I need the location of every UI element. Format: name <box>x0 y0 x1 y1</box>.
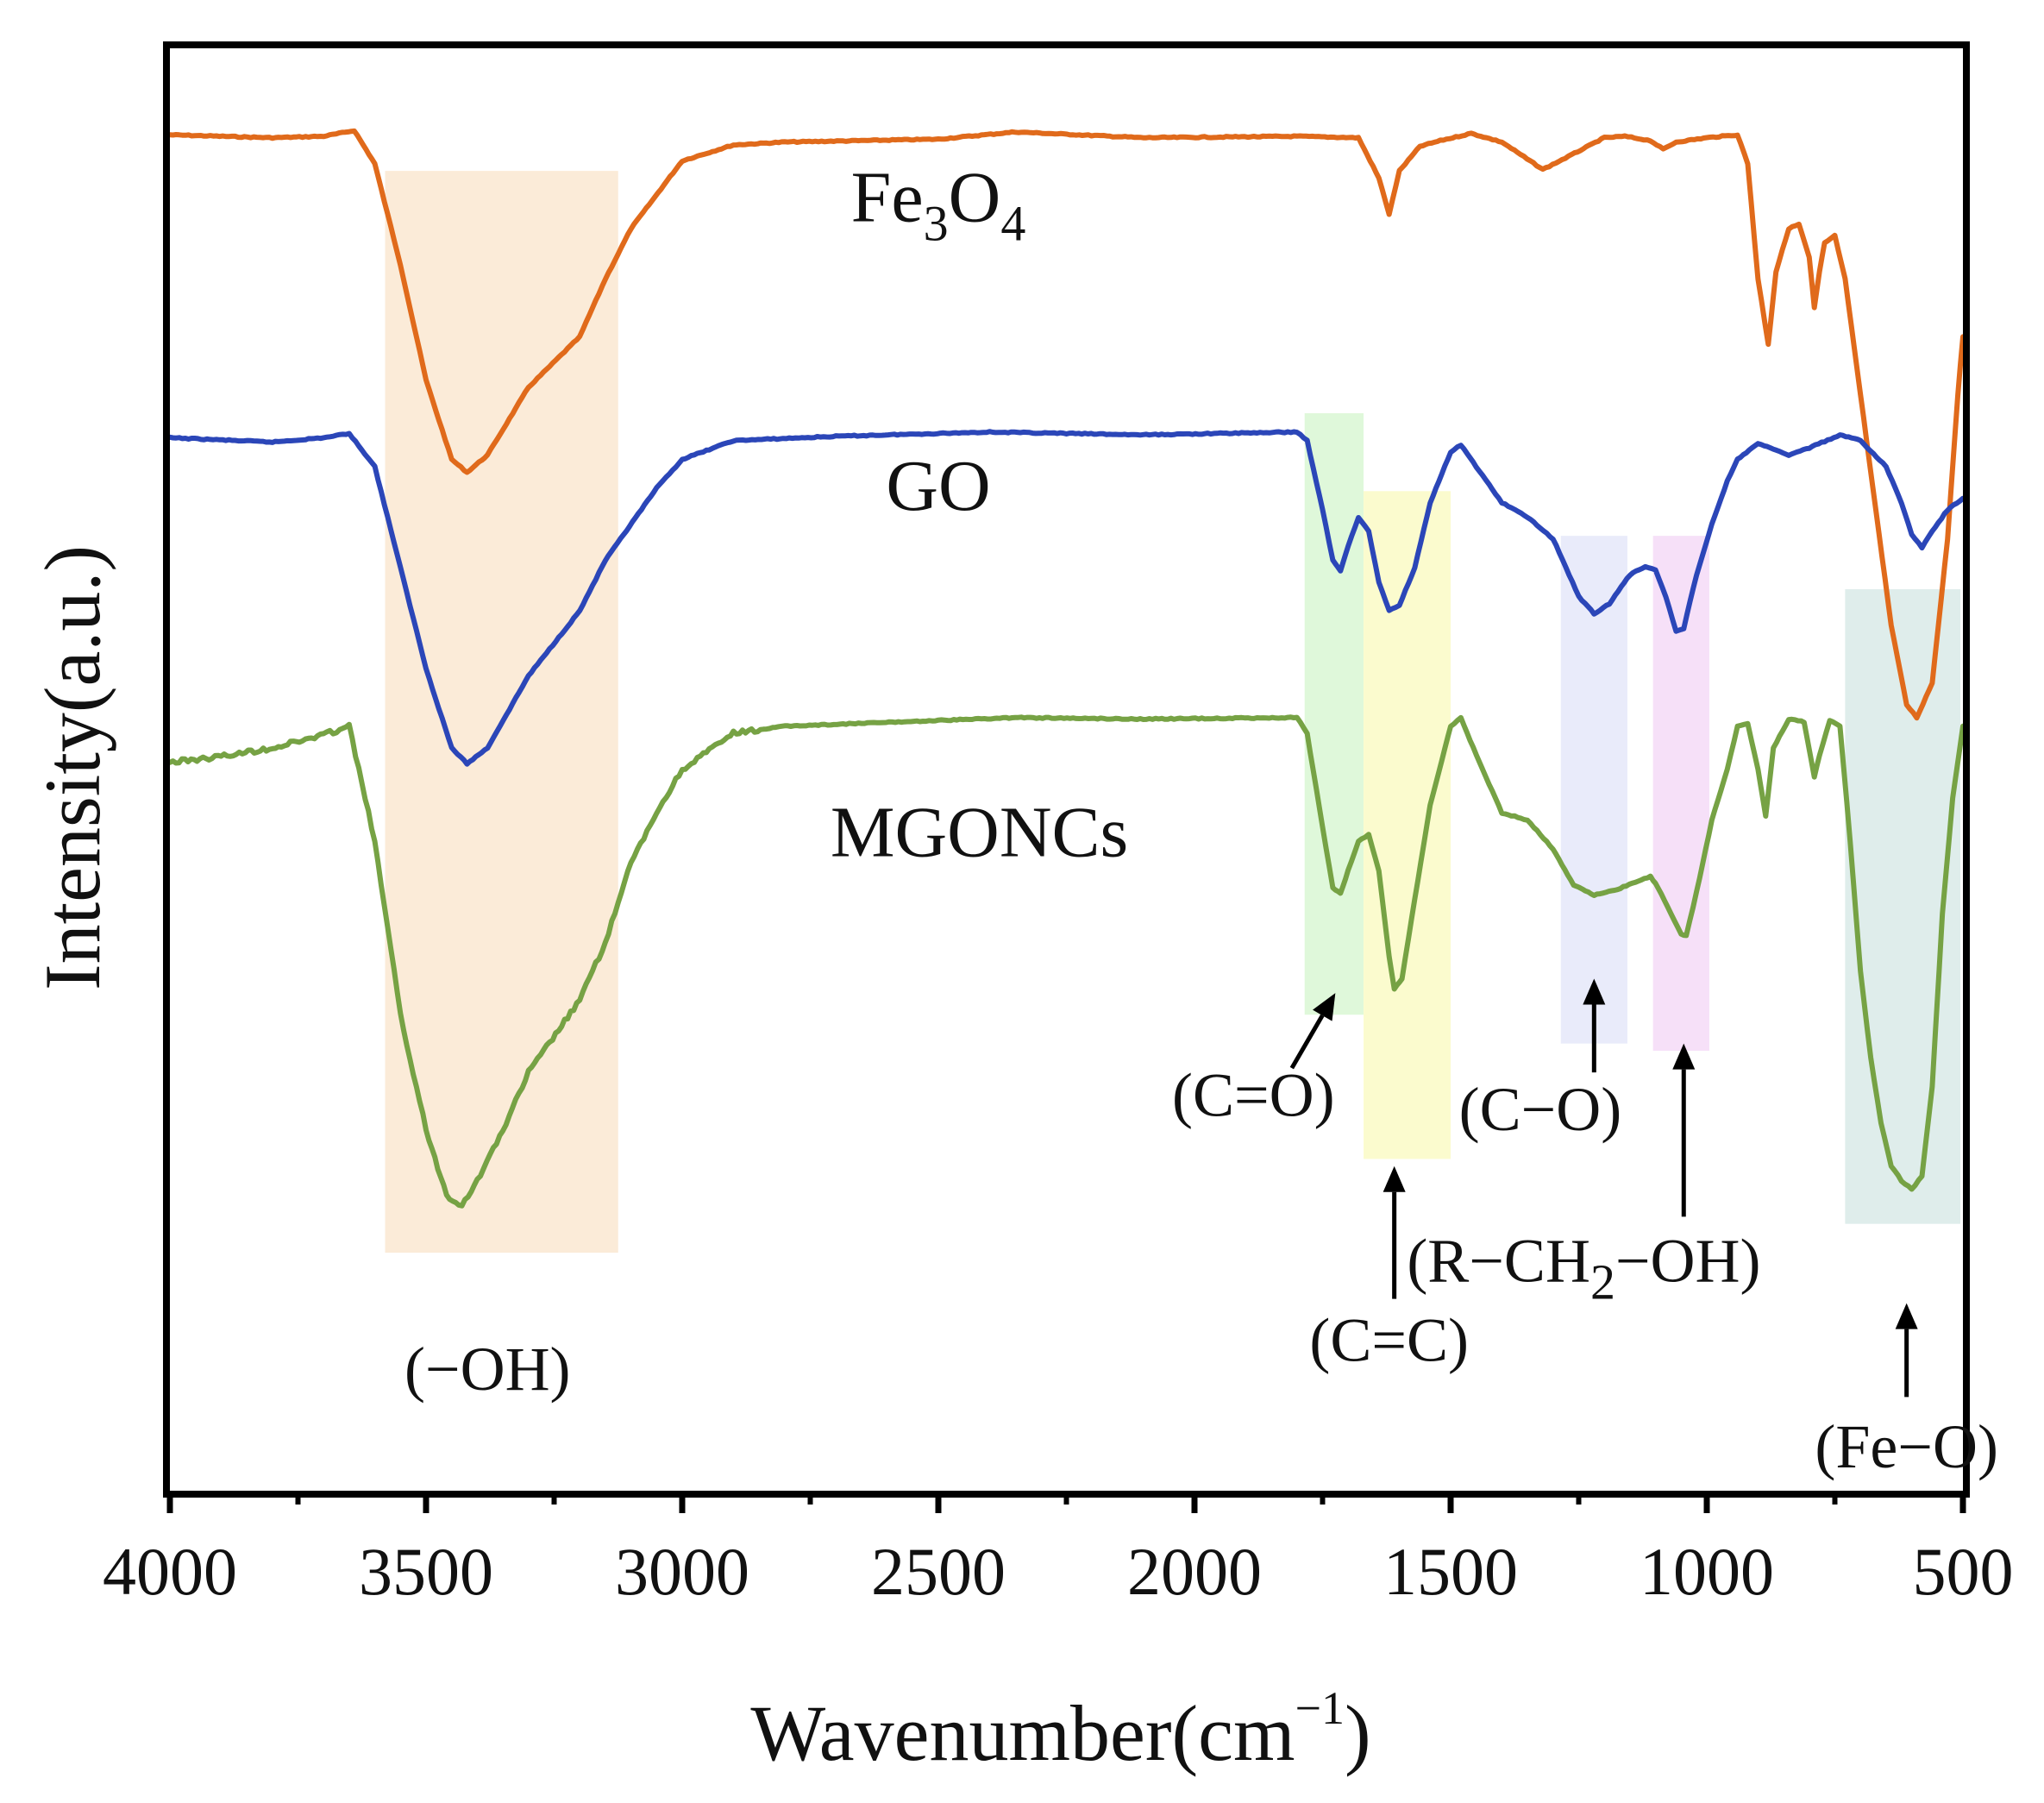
annotation-arrow-head <box>1383 1165 1406 1192</box>
spectra-lines <box>167 128 1966 1209</box>
series-label-fe3o4: Fe3O4 <box>851 158 1026 252</box>
y-axis-title: Intensity(a.u.) <box>28 545 116 990</box>
x-tick-label: 500 <box>1913 1534 2014 1609</box>
annotation-arrow-head <box>1895 1303 1918 1329</box>
x-axis-title: Wavenumber(cm−1) <box>750 1682 1370 1777</box>
annotation-arrow-head <box>1672 1043 1696 1070</box>
x-tick-label: 3500 <box>359 1534 493 1609</box>
x-tick-label: 2500 <box>871 1534 1006 1609</box>
band-oh <box>385 171 618 1253</box>
annotation-label: (R−CH2−OH) <box>1407 1227 1760 1310</box>
x-tick-label: 4000 <box>103 1534 237 1609</box>
text-labels: Fe3O4 GO MGONCs (−OH) (C=O) (C=C) (C−O) (R−CH2−… <box>404 158 1998 1482</box>
band-c-o <box>1560 536 1627 1044</box>
annotation-arrow-shaft <box>1289 1014 1325 1070</box>
annotation-label: (−OH) <box>404 1335 571 1404</box>
annotation-arrow-head <box>1583 978 1606 1005</box>
series-line-fe3o4 <box>167 128 1966 721</box>
band-c-c <box>1364 491 1451 1159</box>
annotation-label: (C=O) <box>1172 1060 1335 1129</box>
annotation-label: (C=C) <box>1309 1306 1469 1375</box>
series-label-go: GO <box>886 446 990 526</box>
series-line-mgoncs <box>167 714 1966 1209</box>
x-tick-label: 1500 <box>1383 1534 1518 1609</box>
x-tick-label: 2000 <box>1127 1534 1262 1609</box>
x-axis-ticks: 4000 3500 3000 2500 2000 1500 1000 500 <box>103 1491 2014 1609</box>
annotation-arrow-head <box>1313 993 1336 1021</box>
annotation-label: (C−O) <box>1459 1075 1622 1144</box>
series-line-go <box>167 429 1966 767</box>
annotation-label: (Fe−O) <box>1815 1412 1998 1481</box>
series-label-mgoncs: MGONCs <box>831 792 1128 872</box>
x-tick-label: 1000 <box>1640 1534 1774 1609</box>
band-r-ch2-oh <box>1652 536 1709 1052</box>
annotation-arrows <box>1289 978 1918 1398</box>
x-tick-label: 3000 <box>615 1534 749 1609</box>
band-c-o <box>1304 413 1364 1015</box>
